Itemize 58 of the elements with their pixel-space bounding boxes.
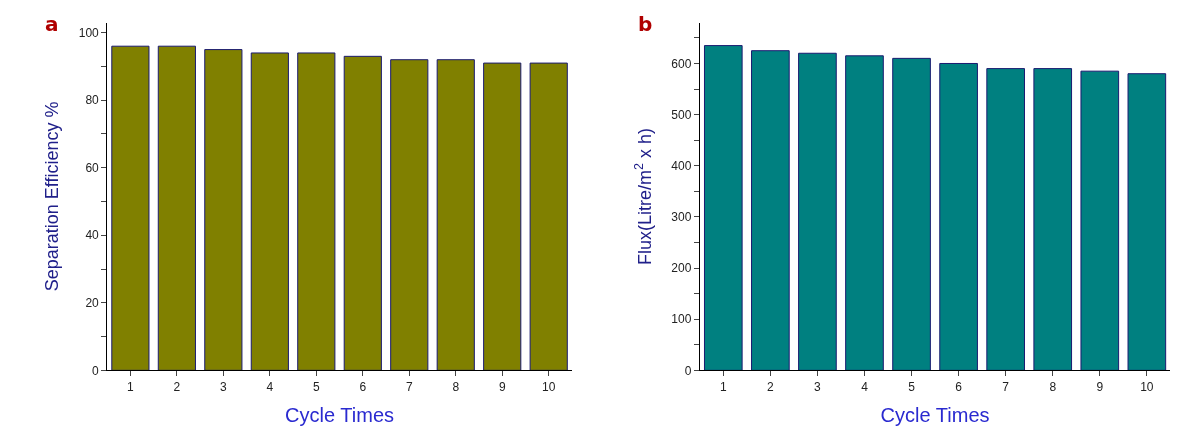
y-tick-label: 600	[671, 56, 692, 71]
x-tick-label: 7	[1002, 379, 1010, 394]
y-tick-label: 500	[671, 107, 692, 122]
x-tick-label: 8	[452, 379, 460, 394]
x-tick-label: 5	[312, 379, 320, 394]
y-tick-label: 100	[671, 312, 692, 327]
bar	[204, 49, 243, 371]
x-tick-label: 5	[908, 379, 916, 394]
bar	[343, 55, 382, 371]
x-tick-label: 10	[542, 379, 556, 394]
x-tick-label: 4	[861, 379, 869, 394]
x-tick-label: 3	[814, 379, 822, 394]
y-axis-title: Separation Efficiency %	[41, 101, 62, 292]
y-tick-label: 400	[671, 158, 692, 173]
x-axis-title: Cycle Times	[285, 404, 394, 427]
x-tick-label: 1	[719, 379, 727, 394]
x-tick-label: 1	[127, 379, 135, 394]
x-tick-label: 2	[767, 379, 775, 394]
x-tick-label: 6	[955, 379, 963, 394]
x-axis-title: Cycle Times	[880, 404, 990, 427]
bar	[892, 57, 931, 371]
y-tick-label: 80	[85, 93, 100, 108]
x-tick-label: 9	[498, 379, 506, 394]
bar	[939, 62, 978, 371]
x-tick-label: 8	[1049, 379, 1057, 394]
x-tick-label: 3	[220, 379, 228, 394]
y-tick-label: 300	[671, 210, 692, 225]
bar	[1127, 73, 1167, 371]
bar	[157, 45, 196, 371]
y-tick-label: 20	[85, 296, 100, 311]
bar	[436, 59, 475, 371]
y-tick-label: 40	[85, 228, 100, 243]
chart-title: b	[638, 12, 653, 36]
bar	[986, 68, 1025, 371]
bar	[1080, 70, 1120, 371]
x-tick-label: 6	[359, 379, 367, 394]
bar	[250, 52, 289, 371]
y-tick-label: 100	[78, 25, 100, 40]
x-tick-label: 4	[266, 379, 274, 394]
bar	[845, 55, 884, 371]
y-tick-label: 200	[671, 261, 692, 276]
y-tick-label: 0	[684, 363, 692, 378]
y-tick-label: 60	[85, 160, 100, 175]
bar	[111, 45, 150, 371]
bar	[798, 52, 837, 371]
x-tick-label: 7	[405, 379, 413, 394]
x-tick-label: 10	[1140, 379, 1154, 394]
bar	[390, 59, 429, 371]
bar	[751, 50, 790, 371]
bar	[483, 62, 522, 371]
bar	[1033, 68, 1073, 371]
y-tick-label: 0	[92, 363, 100, 378]
bar	[297, 52, 336, 371]
x-tick-label: 2	[173, 379, 181, 394]
bar	[529, 62, 568, 371]
bar	[703, 45, 743, 371]
x-tick-label: 9	[1096, 379, 1104, 394]
chart-title: a	[45, 12, 59, 36]
